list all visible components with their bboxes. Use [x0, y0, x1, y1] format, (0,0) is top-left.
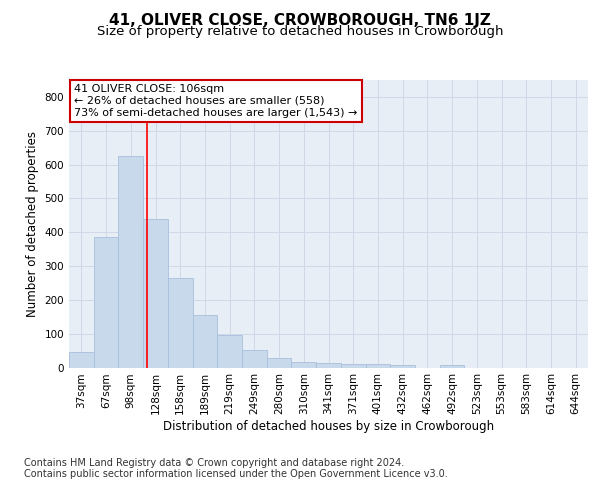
- Text: 41 OLIVER CLOSE: 106sqm
← 26% of detached houses are smaller (558)
73% of semi-d: 41 OLIVER CLOSE: 106sqm ← 26% of detache…: [74, 84, 358, 117]
- Bar: [390, 365, 415, 368]
- Bar: [217, 336, 242, 368]
- Text: Contains HM Land Registry data © Crown copyright and database right 2024.
Contai: Contains HM Land Registry data © Crown c…: [24, 458, 448, 479]
- Bar: [242, 350, 267, 368]
- Bar: [341, 364, 365, 368]
- Bar: [292, 362, 316, 368]
- Text: 41, OLIVER CLOSE, CROWBOROUGH, TN6 1JZ: 41, OLIVER CLOSE, CROWBOROUGH, TN6 1JZ: [109, 12, 491, 28]
- Bar: [267, 358, 292, 368]
- X-axis label: Distribution of detached houses by size in Crowborough: Distribution of detached houses by size …: [163, 420, 494, 433]
- Text: Size of property relative to detached houses in Crowborough: Size of property relative to detached ho…: [97, 25, 503, 38]
- Bar: [193, 315, 217, 368]
- Bar: [118, 156, 143, 368]
- Bar: [143, 218, 168, 368]
- Bar: [168, 278, 193, 368]
- Bar: [94, 238, 118, 368]
- Bar: [316, 363, 341, 368]
- Bar: [365, 364, 390, 368]
- Bar: [69, 352, 94, 368]
- Y-axis label: Number of detached properties: Number of detached properties: [26, 130, 39, 317]
- Bar: [440, 365, 464, 368]
